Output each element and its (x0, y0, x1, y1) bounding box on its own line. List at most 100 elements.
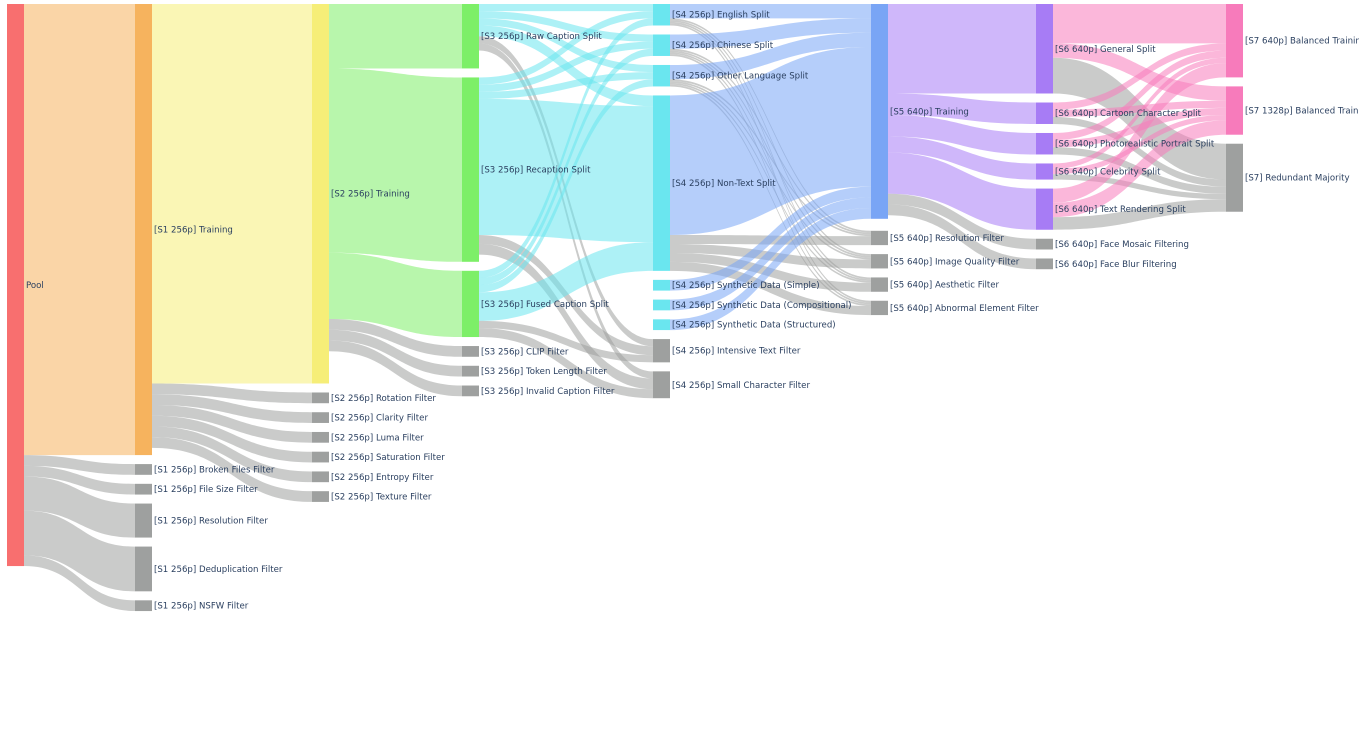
sankey-node[interactable] (312, 471, 329, 483)
sankey-node-label: [S4 256p] English Split (672, 11, 770, 21)
sankey-node[interactable] (462, 270, 479, 338)
sankey-node[interactable] (871, 254, 888, 269)
sankey-node[interactable] (1036, 188, 1053, 230)
sankey-node[interactable] (871, 4, 888, 219)
sankey-link (24, 555, 135, 612)
sankey-link (888, 204, 1036, 270)
sankey-node-label: [S2 256p] Saturation Filter (331, 453, 445, 463)
sankey-node[interactable] (312, 392, 329, 404)
sankey-link (24, 476, 135, 538)
sankey-link (152, 404, 312, 443)
sankey-node[interactable] (462, 77, 479, 262)
sankey-link (1053, 120, 1226, 218)
sankey-link (888, 152, 1036, 230)
sankey-node[interactable] (1226, 4, 1243, 78)
sankey-node-label: [S6 640p] Celebrity Split (1055, 168, 1161, 178)
sankey-node-label: [S1 256p] NSFW Filter (154, 602, 249, 612)
sankey-node[interactable] (1036, 258, 1053, 270)
sankey-node[interactable] (1036, 4, 1053, 94)
sankey-node[interactable] (653, 371, 670, 399)
sankey-node-label: [S2 256p] Clarity Filter (331, 414, 428, 424)
sankey-node-label: [S6 640p] Text Rendering Split (1055, 205, 1186, 215)
sankey-link (479, 4, 653, 12)
sankey-link (1053, 50, 1226, 141)
sankey-link (888, 193, 1036, 250)
sankey-node-label: [S2 256p] Training (331, 190, 410, 200)
sankey-link (152, 394, 312, 423)
sankey-node-label: [S1 256p] Broken Files Filter (154, 465, 275, 475)
sankey-node[interactable] (135, 483, 152, 495)
sankey-node[interactable] (135, 503, 152, 538)
sankey-node-label: [S5 640p] Abnormal Element Filter (890, 304, 1039, 314)
sankey-node[interactable] (1036, 102, 1053, 124)
sankey-link (479, 98, 653, 243)
sankey-node-label: [S1 256p] Training (154, 226, 233, 236)
sankey-node[interactable] (312, 4, 329, 384)
sankey-node[interactable] (1036, 132, 1053, 155)
sankey-node[interactable] (462, 346, 479, 357)
sankey-link (670, 4, 871, 19)
sankey-node[interactable] (1036, 238, 1053, 250)
sankey-link (479, 242, 653, 321)
sankey-node[interactable] (7, 4, 24, 567)
sankey-node[interactable] (871, 277, 888, 292)
sankey-node-label: [S2 256p] Luma Filter (331, 433, 424, 443)
sankey-links (24, 4, 1226, 612)
sankey-node[interactable] (871, 230, 888, 246)
sankey-node[interactable] (135, 4, 152, 456)
sankey-node[interactable] (653, 279, 670, 291)
sankey-link (888, 93, 1036, 124)
sankey-node-label: [S5 640p] Resolution Filter (890, 234, 1004, 244)
sankey-link (670, 18, 871, 49)
sankey-node-label: [S6 640p] Face Blur Filtering (1055, 260, 1177, 270)
sankey-node[interactable] (462, 4, 479, 69)
sankey-link (329, 68, 462, 262)
sankey-node[interactable] (312, 451, 329, 463)
sankey-link (479, 79, 653, 293)
sankey-node-label: [S6 640p] Cartoon Character Split (1055, 109, 1202, 119)
sankey-link (1053, 57, 1226, 180)
sankey-node[interactable] (462, 365, 479, 377)
sankey-node-label: [S6 640p] Face Mosaic Filtering (1055, 240, 1189, 250)
sankey-node[interactable] (653, 319, 670, 331)
sankey-node[interactable] (653, 34, 670, 56)
sankey-node-label: [S3 256p] Token Length Filter (481, 367, 607, 377)
sankey-node[interactable] (1226, 86, 1243, 135)
sankey-node[interactable] (1226, 143, 1243, 212)
sankey-node[interactable] (653, 64, 670, 87)
sankey-node[interactable] (135, 464, 152, 475)
sankey-link (1053, 199, 1226, 230)
sankey-node[interactable] (653, 4, 670, 26)
sankey-node[interactable] (135, 546, 152, 592)
sankey-node[interactable] (653, 299, 670, 311)
sankey-node-label: [S3 256p] Invalid Caption Filter (481, 387, 615, 397)
sankey-node[interactable] (312, 491, 329, 502)
sankey-link (329, 4, 462, 69)
sankey-node[interactable] (312, 431, 329, 443)
sankey-node[interactable] (653, 95, 670, 271)
sankey-node-label: [S4 256p] Synthetic Data (Compositional) (672, 301, 852, 311)
sankey-node-label: [S1 256p] Deduplication Filter (154, 565, 283, 575)
sankey-link (670, 197, 871, 311)
sankey-node-label: [S7 640p] Balanced Training (1245, 37, 1359, 47)
sankey-link (479, 243, 653, 390)
sankey-node[interactable] (871, 300, 888, 316)
sankey-link (329, 340, 462, 397)
sankey-node[interactable] (312, 412, 329, 423)
sankey-node-label: [S6 640p] Photorealistic Portrait Split (1055, 140, 1215, 150)
sankey-node-label: [S6 640p] General Split (1055, 45, 1156, 55)
sankey-link (329, 252, 462, 338)
sankey-node[interactable] (462, 385, 479, 397)
sankey-link (479, 48, 653, 286)
sankey-node-label: Pool (26, 281, 44, 291)
sankey-link (329, 329, 462, 377)
sankey-node[interactable] (653, 339, 670, 363)
sankey-node[interactable] (135, 600, 152, 612)
sankey-link (670, 46, 871, 236)
sankey-node-label: [S3 256p] Raw Caption Split (481, 32, 602, 42)
sankey-link (329, 319, 462, 357)
sankey-node-label: [S4 256p] Synthetic Data (Simple) (672, 281, 820, 291)
sankey-node[interactable] (1036, 163, 1053, 180)
sankey-link (670, 186, 871, 291)
